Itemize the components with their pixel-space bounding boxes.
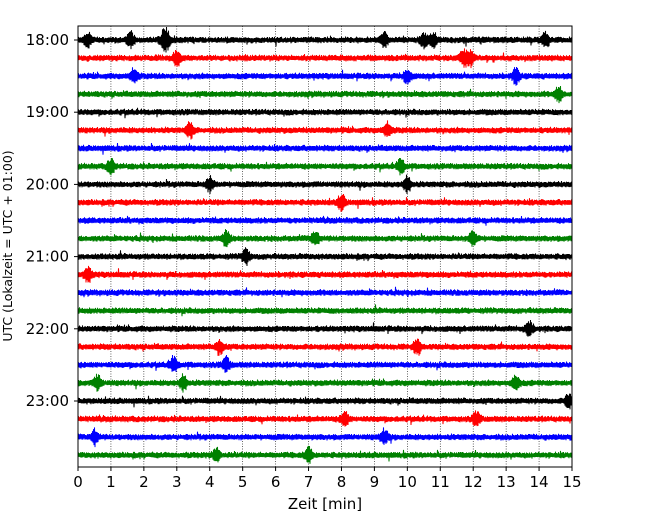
y-tick-label: 19:00 [26,103,69,121]
trace-2130 [77,286,573,298]
x-axis-ticks: 0 1 2 3 4 5 6 7 8 9 10 11 12 13 14 15 [73,467,582,491]
x-tick-label: 11 [431,473,450,491]
trace-1930 [77,143,573,155]
trace-1915 [77,120,573,140]
trace-2030 [77,215,573,226]
trace-2200 [77,320,573,337]
trace-2315 [77,410,573,427]
x-tick-label: 10 [398,473,417,491]
x-tick-label: 2 [139,473,149,491]
trace-2100 [77,247,573,266]
x-tick-label: 1 [106,473,116,491]
grid-lines [110,26,540,467]
y-tick-label: 22:00 [26,320,69,338]
trace-1830 [77,67,573,86]
x-tick-label: 12 [464,473,483,491]
x-axis-label: Zeit [min] [288,495,362,513]
trace-2245 [77,373,573,393]
x-tick-label: 0 [73,473,83,491]
x-tick-label: 5 [238,473,248,491]
trace-2215 [77,338,573,356]
x-tick-label: 8 [337,473,347,491]
trace-1845 [77,86,573,104]
x-tick-label: 6 [271,473,281,491]
trace-1800 [77,26,573,53]
trace-2345 [77,445,573,464]
y-tick-label: 23:00 [26,392,69,410]
trace-2015 [77,194,573,212]
plot-frame [77,25,573,468]
y-tick-label: 20:00 [26,175,69,193]
trace-2330 [77,427,573,448]
trace-2300 [77,393,573,410]
x-tick-label: 15 [562,473,581,491]
trace-2115 [77,265,573,283]
y-tick-label: 21:00 [26,248,69,266]
x-tick-label: 4 [205,473,215,491]
trace-2145 [77,304,573,317]
x-tick-label: 13 [497,473,516,491]
seismic-traces [77,26,573,464]
x-tick-label: 7 [304,473,314,491]
x-tick-label: 3 [172,473,182,491]
trace-1815 [77,48,573,69]
y-axis-label: UTC (Lokalzeit = UTC + 01:00) [0,150,15,341]
plot-background [78,26,572,467]
trace-2045 [77,229,573,248]
y-axis-ticks: 18:00 19:00 20:00 21:00 22:00 23:00 [26,31,78,410]
x-tick-label: 14 [530,473,549,491]
trace-2000 [77,174,573,195]
x-tick-label: 9 [370,473,380,491]
trace-1900 [77,107,573,119]
trace-1945 [77,157,573,176]
y-tick-label: 18:00 [26,31,69,49]
trace-2230 [77,355,573,373]
